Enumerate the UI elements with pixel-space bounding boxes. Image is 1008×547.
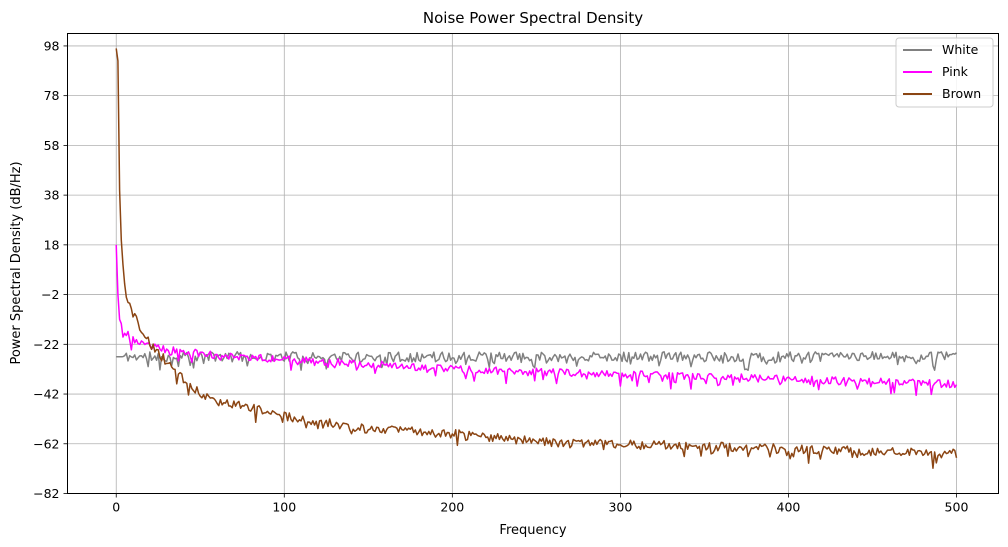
legend-label-pink: Pink <box>942 64 969 79</box>
y-tick-label: 58 <box>44 138 60 153</box>
y-tick-label: 98 <box>44 38 60 53</box>
y-tick-label: 38 <box>44 188 60 203</box>
y-tick-label: −22 <box>33 337 59 352</box>
y-tick-label: −62 <box>33 436 59 451</box>
x-tick-label: 100 <box>272 500 296 515</box>
y-tick-label: −42 <box>33 387 59 402</box>
x-tick-label: 300 <box>608 500 632 515</box>
y-tick-label: 78 <box>44 88 60 103</box>
y-tick-label: −82 <box>33 486 59 501</box>
y-tick-label: −2 <box>41 287 59 302</box>
x-axis-label: Frequency <box>499 523 566 538</box>
grid <box>67 33 999 494</box>
plot-frame <box>67 33 999 494</box>
legend-box <box>895 37 994 108</box>
y-tick-label: 18 <box>44 237 60 252</box>
y-axis-label: Power Spectral Density (dB/Hz) <box>9 161 24 364</box>
x-tick-label: 200 <box>440 500 464 515</box>
series-line-pink <box>115 244 958 397</box>
ticks: 0 100 200 300 400 500 −82 −62 −42 −22 −2 18 38 58 78 98 <box>33 38 968 514</box>
series-line-brown <box>115 48 958 469</box>
x-tick-label: 500 <box>945 500 969 515</box>
chart-title: Noise Power Spectral Density <box>423 9 643 27</box>
series-group <box>115 48 958 469</box>
legend: White Pink Brown <box>895 37 994 108</box>
legend-label-brown: Brown <box>942 86 981 101</box>
legend-label-white: White <box>942 42 979 57</box>
x-tick-label: 0 <box>112 500 120 515</box>
x-tick-label: 400 <box>777 500 801 515</box>
